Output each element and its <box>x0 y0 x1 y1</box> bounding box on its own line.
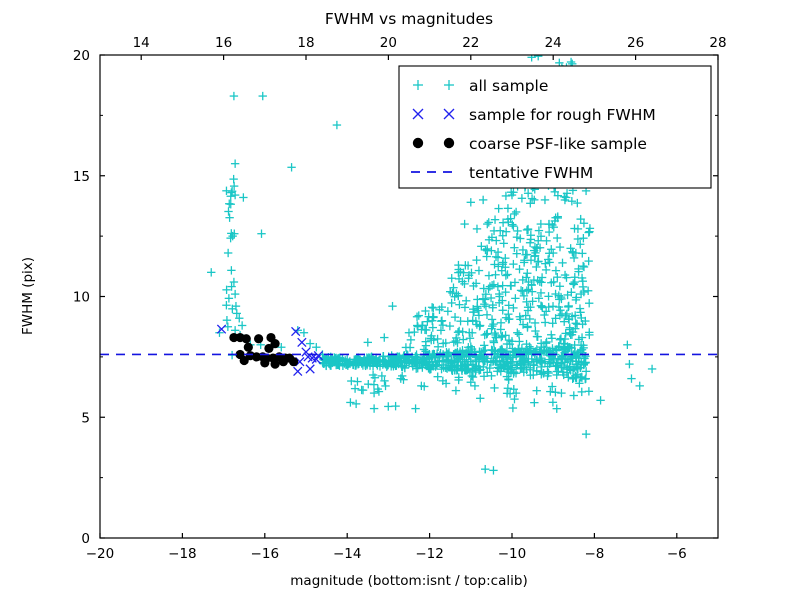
xtick-bottom-5: −10 <box>498 546 527 562</box>
xtick-bottom-7: −6 <box>667 546 687 562</box>
xtick-top-3: 20 <box>380 35 397 51</box>
xtick-bottom-4: −12 <box>415 546 444 562</box>
xtick-top-2: 18 <box>297 35 314 51</box>
xtick-bottom-2: −16 <box>251 546 280 562</box>
legend-item-tentative-fwhm[interactable]: tentative FWHM <box>411 164 593 182</box>
ytick-1: 5 <box>81 410 90 426</box>
ytick-4: 20 <box>73 48 90 64</box>
series-all-sample <box>207 55 657 475</box>
xtick-top-4: 22 <box>462 35 479 51</box>
ytick-0: 0 <box>81 531 90 547</box>
legend-label: coarse PSF-like sample <box>469 135 647 153</box>
xtick-top-1: 16 <box>215 35 232 51</box>
chart-title: FWHM vs magnitudes <box>325 10 493 28</box>
xtick-bottom-6: −8 <box>584 546 604 562</box>
xtick-bottom-1: −18 <box>168 546 197 562</box>
legend-item-coarse-psf-like-sample[interactable]: coarse PSF-like sample <box>412 135 647 153</box>
ytick-2: 10 <box>73 290 90 306</box>
x-axis-label: magnitude (bottom:isnt / top:calib) <box>290 573 527 589</box>
axis-ticks <box>99 54 719 539</box>
xtick-bottom-3: −14 <box>333 546 362 562</box>
xtick-top-6: 26 <box>627 35 644 51</box>
xtick-top-7: 28 <box>709 35 726 51</box>
legend-item-sample-for-rough-fwhm[interactable]: sample for rough FWHM <box>412 106 656 124</box>
legend-label: sample for rough FWHM <box>469 106 656 124</box>
y-axis-label: FWHM (pix) <box>20 257 36 335</box>
legend-item-all-sample[interactable]: all sample <box>413 77 548 95</box>
legend-label: all sample <box>469 77 548 95</box>
data-points-layer <box>207 55 657 475</box>
xtick-top-5: 24 <box>545 35 562 51</box>
chart-legend[interactable]: all sample sample for rough FWHM coarse PS… <box>398 65 712 189</box>
legend-label: tentative FWHM <box>469 164 593 182</box>
ytick-3: 15 <box>73 169 90 185</box>
xtick-bottom-0: −20 <box>86 546 115 562</box>
xtick-top-0: 14 <box>133 35 150 51</box>
